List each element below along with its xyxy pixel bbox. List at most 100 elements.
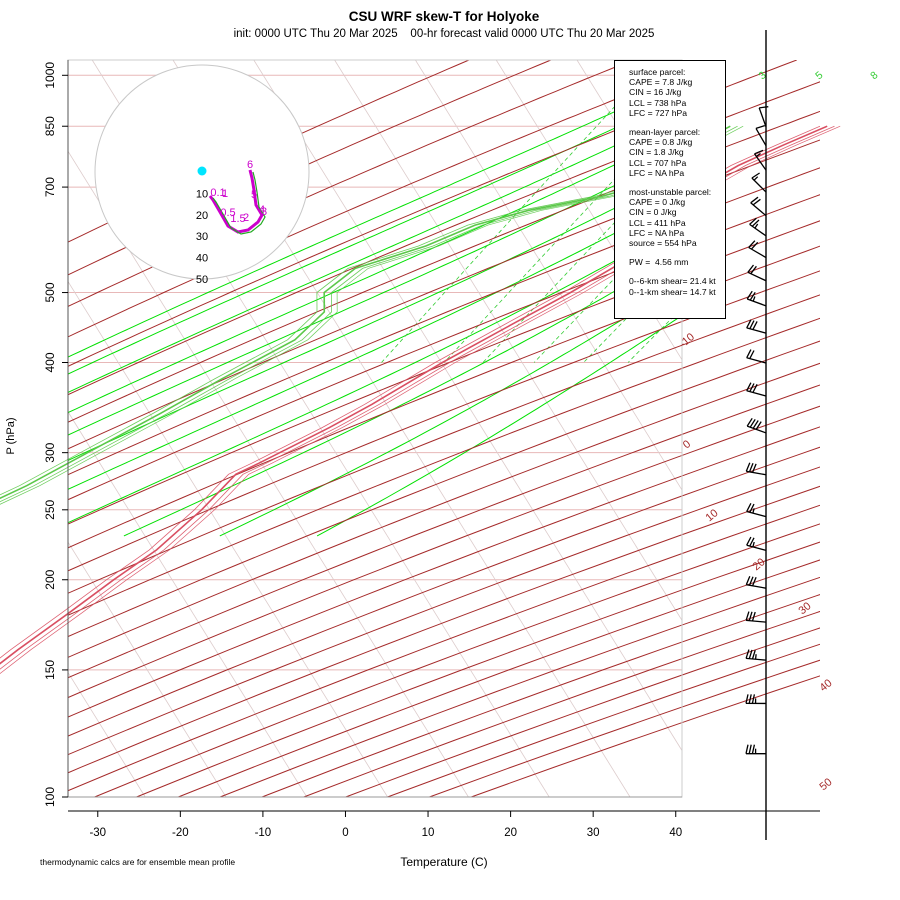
dry-adiabat [68, 139, 820, 450]
wind-barb-shaft [755, 128, 767, 147]
dry-adiabat [68, 384, 820, 679]
wind-barb-shaft [746, 584, 767, 589]
shear-0-1km: 0--1-km shear= 14.7 kt [629, 286, 716, 297]
wind-barb-flag [749, 537, 755, 547]
wind-barb-half-flag [753, 176, 759, 181]
isotherm-line [68, 150, 469, 797]
x-tick-label: 20 [504, 827, 517, 839]
wind-barb-flag [752, 321, 758, 330]
dry-adiabat [68, 245, 820, 549]
isotherm-line [415, 60, 682, 491]
surface-lcl: LCL = 738 hPa [629, 97, 687, 108]
hodograph-ring-label: 30 [196, 231, 208, 243]
wind-barb-flag [748, 611, 753, 621]
x-tick-label: -10 [255, 827, 272, 839]
isotherm-line [68, 671, 146, 797]
dry-adiabat [68, 362, 820, 658]
wind-barb-shaft [753, 153, 767, 171]
dry-adiabat [68, 60, 470, 243]
wind-barb [746, 319, 767, 334]
wind-barb-flag [746, 349, 752, 359]
wind-barb-flag [749, 291, 756, 301]
x-tick-label: 0 [342, 827, 348, 839]
mean-layer-title: mean-layer parcel: [629, 127, 701, 138]
wind-barb-flag [748, 649, 753, 659]
isotherm-label: 20 [751, 556, 768, 573]
wind-barb-flag [750, 196, 759, 204]
wind-barb-half-flag [752, 541, 755, 548]
dry-adiabat [68, 167, 820, 476]
wind-barb [745, 649, 767, 661]
footnote: thermodynamic calcs are for ensemble mea… [40, 857, 235, 867]
wind-barb [745, 744, 767, 755]
hodograph-height-label: 5 [251, 189, 257, 201]
precipitable-water: PW = 4.56 mm [629, 257, 689, 268]
dry-adiabat [68, 340, 820, 638]
wind-barb-half-flag [754, 223, 759, 229]
isotherm-line [253, 60, 682, 752]
hodograph-ring-label: 50 [196, 274, 208, 286]
wind-barb-flag [751, 172, 760, 179]
dry-adiabat [68, 270, 820, 572]
wind-barb [745, 575, 767, 589]
shear-0-6km: 0--6-km shear= 21.4 kt [629, 276, 716, 287]
wind-barb-flag [748, 694, 752, 704]
x-axis-label: Temperature (C) [400, 855, 487, 869]
x-tick-label: -20 [172, 827, 189, 839]
mixing-ratio-label: 5 [813, 69, 825, 82]
chart-title: CSU WRF skew-T for Holyoke [349, 9, 540, 24]
wind-barb [745, 694, 767, 705]
wind-barb-shaft [746, 298, 767, 307]
dry-adiabat [68, 426, 820, 718]
wind-barb [747, 264, 767, 282]
wind-barb-flag [746, 319, 752, 329]
wind-barb-flag [748, 744, 752, 754]
surface-cape: CAPE = 7.8 J/kg [629, 77, 693, 88]
surface-cin: CIN = 16 J/kg [629, 87, 682, 98]
wind-barb-flag [745, 611, 750, 621]
hodograph-height-label: 0.5 [220, 207, 235, 219]
wind-barb-flag [751, 744, 756, 754]
wind-barb-flag [746, 503, 752, 512]
wind-barb [746, 503, 767, 518]
most-unstable-cin: CIN = 0 J/kg [629, 207, 677, 218]
wind-barb [746, 290, 767, 307]
wind-barb-flag [748, 240, 756, 248]
wind-barb-flag [748, 463, 754, 473]
y-axis-label: P (hPa) [5, 417, 17, 454]
wind-barb-flag [751, 694, 756, 704]
wind-barb-flag [752, 198, 761, 206]
hodograph-height-label: 1 [222, 188, 228, 200]
y-tick-label: 500 [43, 282, 57, 302]
isotherm-line [495, 60, 682, 361]
mean-layer-lfc: LFC = NA hPa [629, 167, 685, 178]
wind-barb [746, 382, 767, 397]
surface-lfc: LFC = 727 hPa [629, 107, 688, 118]
wind-barb [746, 349, 767, 364]
wind-barb-flag [752, 384, 758, 393]
dry-adiabat [68, 110, 820, 423]
wind-barb-flag [746, 382, 752, 392]
moist-adiabat [68, 223, 682, 524]
hodograph-height-label: 0.1 [210, 187, 225, 199]
mixing-ratio-line [443, 107, 682, 363]
mean-layer-cin: CIN = 1.8 J/kg [629, 147, 684, 158]
wind-barb [745, 462, 767, 476]
wind-barb-shaft [746, 357, 767, 364]
wind-barb [753, 149, 767, 171]
hodograph-trace [208, 169, 264, 234]
dry-adiabat [68, 220, 820, 525]
dry-adiabat [68, 485, 820, 774]
wind-barb-flag [745, 649, 750, 659]
mean-layer-cape: CAPE = 0.8 J/kg [629, 137, 693, 148]
wind-barb-shaft [746, 510, 767, 518]
wind-barb-flag [751, 650, 756, 660]
hodograph-height-label: 2 [243, 212, 249, 224]
moist-adiabat [68, 131, 682, 414]
wind-barb-shaft [758, 107, 767, 127]
wind-barb [745, 611, 767, 623]
wind-barb-flag [754, 149, 764, 155]
wind-barb [749, 217, 767, 237]
isotherm-label: 50 [818, 776, 835, 793]
